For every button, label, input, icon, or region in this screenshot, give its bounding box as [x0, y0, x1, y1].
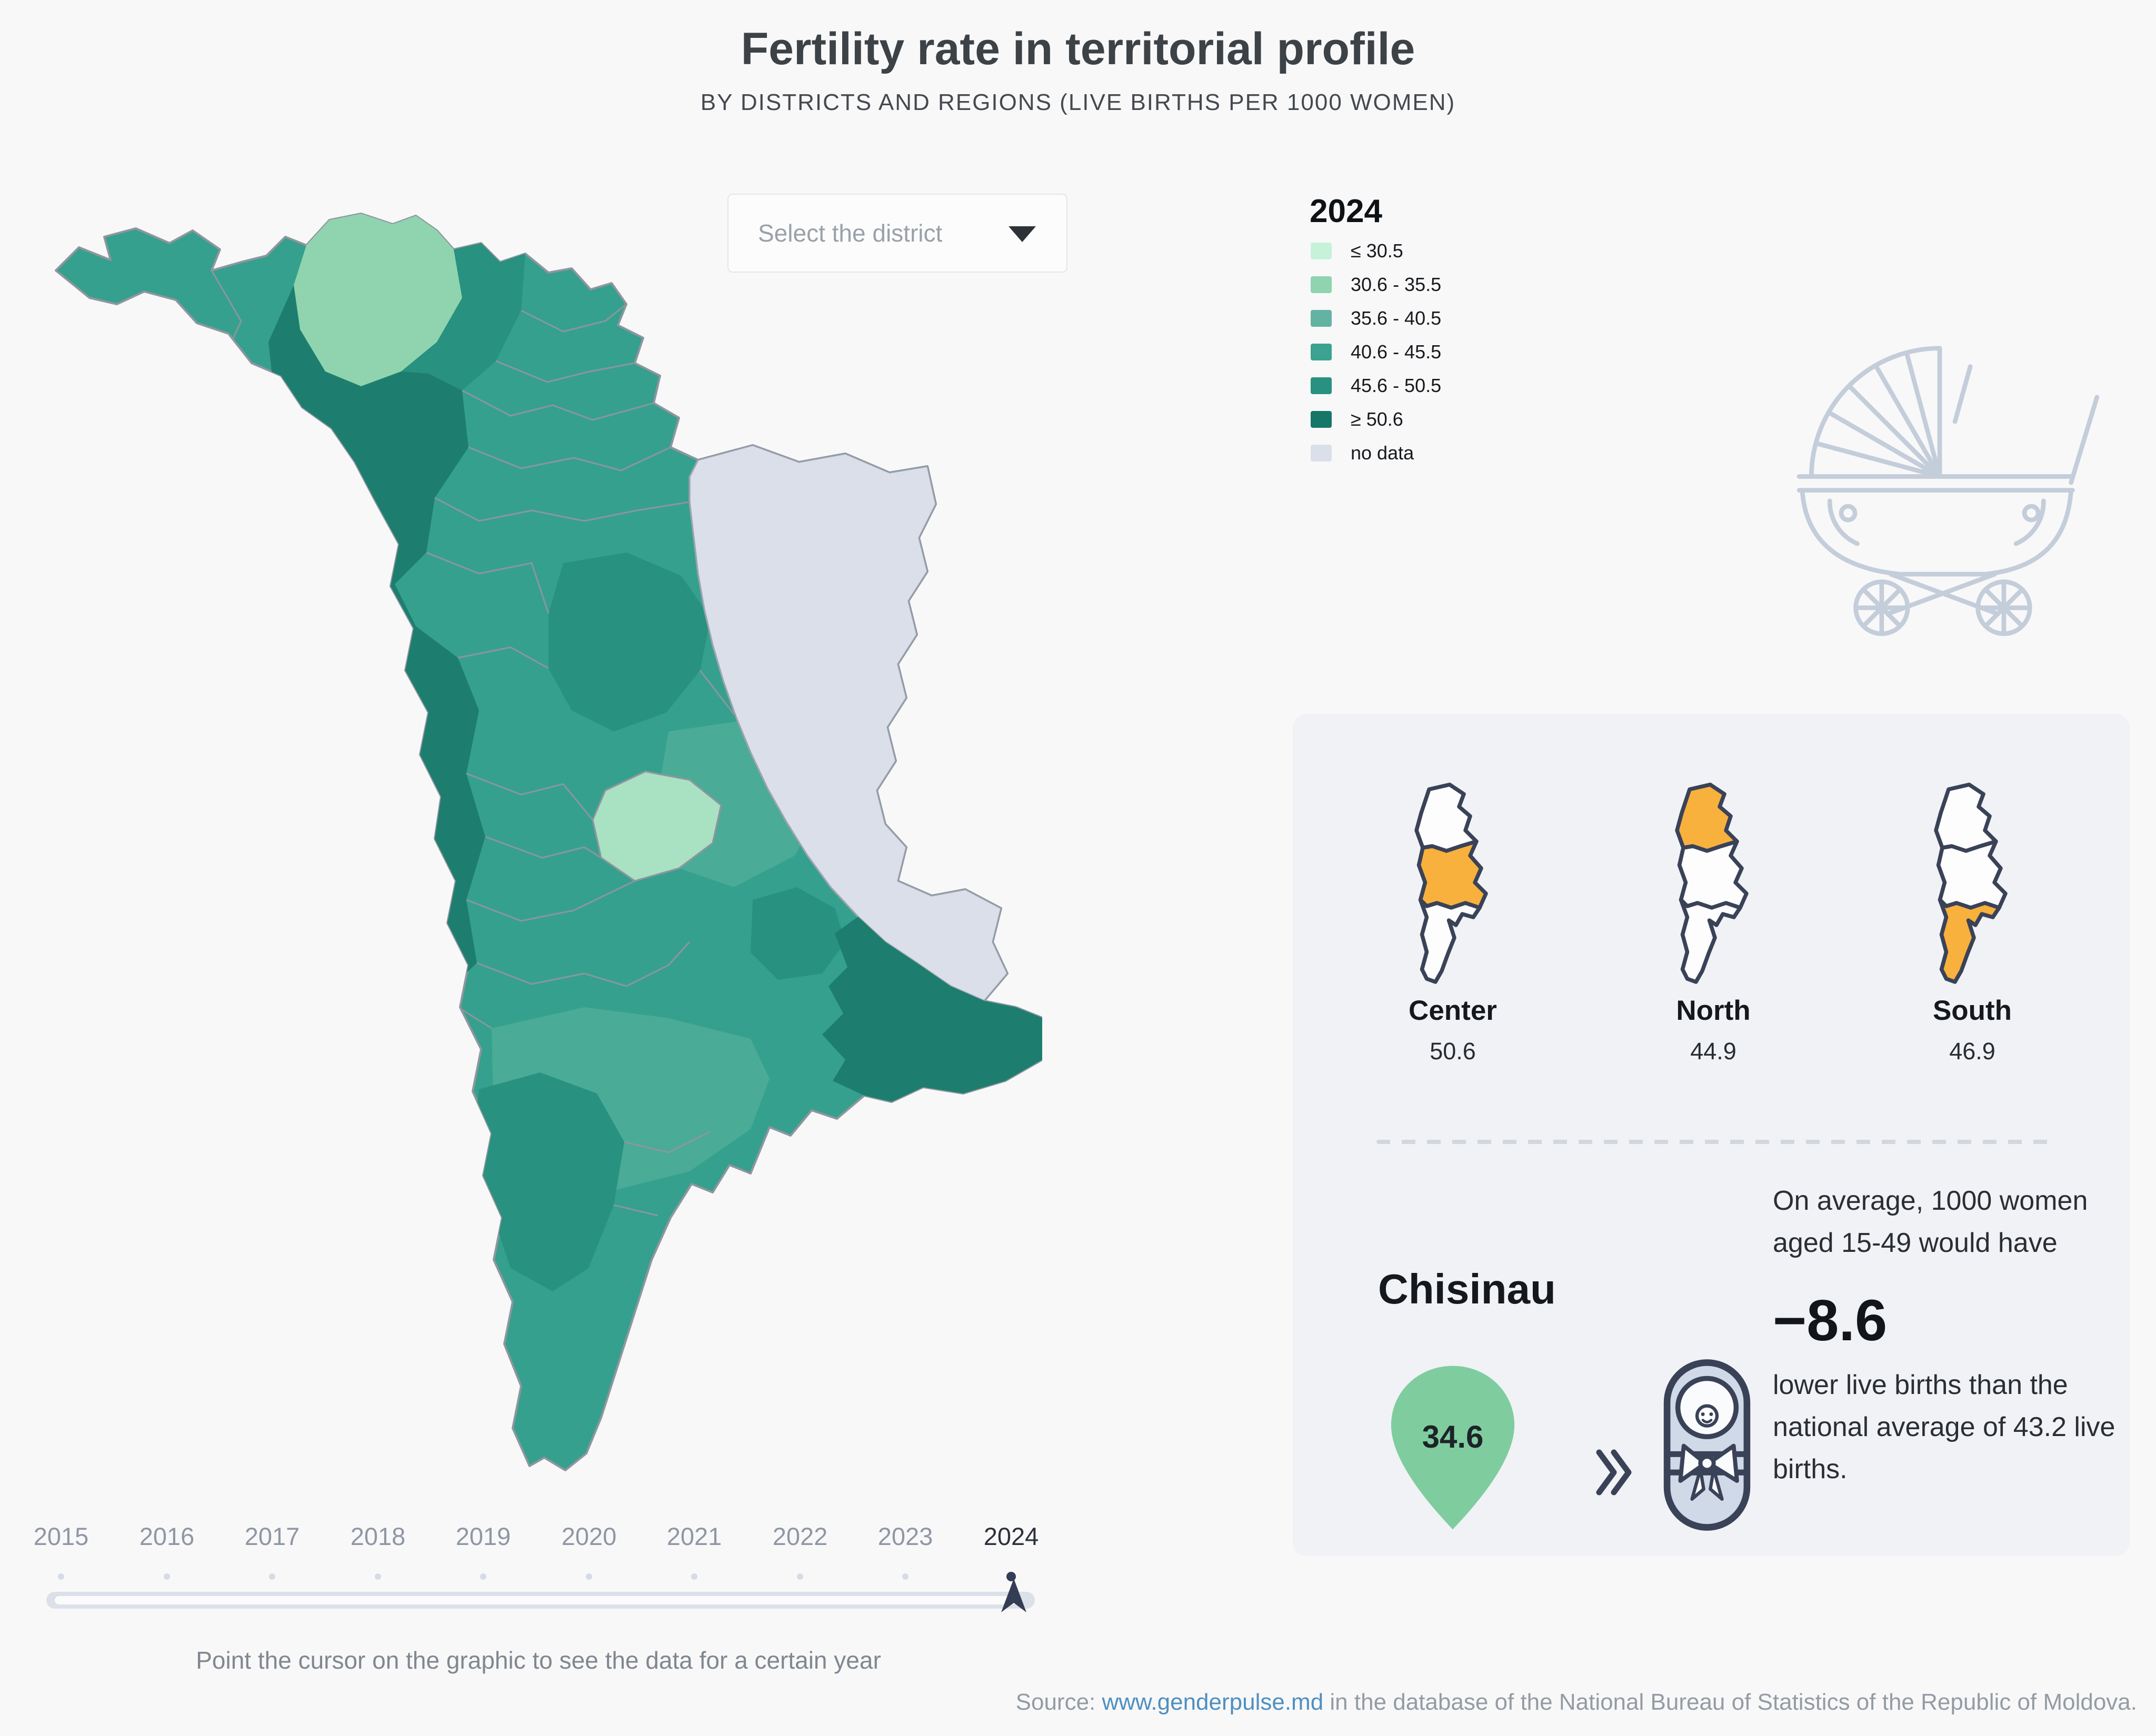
legend-label: 40.6 - 45.5: [1351, 341, 1442, 363]
chisinau-delta: −8.6: [1773, 1288, 1888, 1353]
district-mid-east-dark[interactable]: [548, 553, 711, 731]
slider-year-2021[interactable]: 2021: [666, 1522, 722, 1550]
district-causeni[interactable]: [751, 887, 845, 980]
region-value: 44.9: [1690, 1038, 1736, 1065]
slider-tick[interactable]: [480, 1573, 486, 1580]
legend-swatch: [1311, 377, 1332, 394]
slider-year-2024-selected[interactable]: 2024: [983, 1522, 1039, 1550]
legend-label: 45.6 - 50.5: [1351, 375, 1442, 396]
slider-tick[interactable]: [269, 1573, 275, 1580]
slider-year-2015[interactable]: 2015: [33, 1522, 89, 1550]
slider-track-fill[interactable]: [55, 1596, 1021, 1604]
region-value: 46.9: [1949, 1038, 1995, 1065]
district-cahul-dark[interactable]: [473, 1072, 624, 1291]
region-value: 50.6: [1430, 1038, 1476, 1065]
chisinau-note-before: On average, 1000 women aged 15-49 would …: [1773, 1186, 2088, 1258]
mini-map-north: [1675, 782, 1749, 984]
legend-item: no data: [1311, 442, 1626, 464]
slider-hint: Point the cursor on the graphic to see t…: [196, 1647, 881, 1674]
legend-year: 2024: [1310, 193, 1382, 229]
dashed-divider: [1376, 1140, 2049, 1144]
district-select-placeholder: Select the district: [758, 219, 943, 247]
region-no-data-transnistria[interactable]: [688, 444, 1009, 1002]
legend-label: ≤ 30.5: [1351, 240, 1403, 262]
legend-item: 35.6 - 40.5: [1311, 307, 1626, 329]
slider-tick[interactable]: [797, 1573, 803, 1580]
district-patches[interactable]: [232, 214, 1042, 1291]
map-pin-icon: [1391, 1366, 1515, 1530]
region-name: Center: [1409, 995, 1497, 1026]
legend-item: 45.6 - 50.5: [1311, 375, 1626, 396]
legend-label: ≥ 50.6: [1351, 408, 1403, 430]
legend-item: 40.6 - 45.5: [1311, 341, 1626, 363]
mini-map-center: [1414, 782, 1488, 984]
legend-swatch: [1311, 445, 1332, 461]
slider-year-2017[interactable]: 2017: [244, 1522, 300, 1550]
source-line: Source: www.genderpulse.md in the databa…: [1016, 1689, 2137, 1715]
slider-tick[interactable]: [902, 1573, 909, 1580]
choropleth-map[interactable]: [16, 205, 1042, 1484]
district-select[interactable]: Select the district: [727, 194, 1067, 273]
legend-swatch: [1311, 276, 1332, 293]
slider-year-2020[interactable]: 2020: [561, 1522, 617, 1550]
slider-tick[interactable]: [164, 1573, 170, 1580]
district-northeast-dark[interactable]: [401, 243, 525, 390]
mini-map-south: [1934, 782, 2008, 984]
slider-year-2019[interactable]: 2019: [455, 1522, 511, 1550]
chisinau-note-after: lower live births than the national aver…: [1773, 1370, 2115, 1484]
swaddled-baby-icon: [1663, 1359, 1751, 1531]
source-link[interactable]: www.genderpulse.md: [1102, 1689, 1324, 1715]
legend-label: 30.6 - 35.5: [1351, 274, 1442, 295]
legend-swatch: [1311, 310, 1332, 327]
slider-handle[interactable]: [999, 1578, 1029, 1626]
slider-tick-selected[interactable]: [1006, 1572, 1016, 1581]
slider-year-2022[interactable]: 2022: [772, 1522, 828, 1550]
slider-tick[interactable]: [375, 1573, 381, 1580]
legend-swatch: [1311, 344, 1332, 360]
region-name: North: [1676, 995, 1751, 1026]
legend-label: no data: [1351, 442, 1414, 464]
legend-swatch: [1311, 243, 1332, 259]
slider-year-2016[interactable]: 2016: [139, 1522, 195, 1550]
page-subtitle: BY DISTRICTS AND REGIONS (LIVE BIRTHS PE…: [700, 89, 1456, 115]
slider-year-2018[interactable]: 2018: [350, 1522, 406, 1550]
source-suffix: in the database of the National Bureau o…: [1323, 1689, 2137, 1715]
district-southeast-dark[interactable]: [822, 917, 1042, 1102]
page-title: Fertility rate in territorial profile: [741, 24, 1415, 74]
slider-year-2023[interactable]: 2023: [877, 1522, 933, 1550]
legend-item: ≥ 50.6: [1311, 408, 1626, 430]
district-west-center-dark[interactable]: [247, 626, 485, 1009]
caret-down-icon: [1009, 226, 1036, 242]
slider-tick[interactable]: [586, 1573, 592, 1580]
region-name: South: [1932, 995, 2012, 1026]
legend-item: 30.6 - 35.5: [1311, 274, 1626, 295]
source-prefix: Source:: [1015, 1689, 1102, 1715]
baby-carriage-icon: [1796, 346, 2100, 636]
district-north-light[interactable]: [294, 214, 462, 386]
double-chevron-right-icon: [1596, 1449, 1632, 1496]
chisinau-title: Chisinau: [1378, 1266, 1556, 1312]
chisinau-value: 34.6: [1422, 1419, 1484, 1454]
district-chisinau[interactable]: [592, 770, 722, 882]
slider-tick[interactable]: [58, 1573, 64, 1580]
legend-swatch: [1311, 411, 1332, 428]
slider-tick[interactable]: [691, 1573, 697, 1580]
legend-item: ≤ 30.5: [1311, 240, 1626, 262]
legend-label: 35.6 - 40.5: [1351, 307, 1442, 329]
